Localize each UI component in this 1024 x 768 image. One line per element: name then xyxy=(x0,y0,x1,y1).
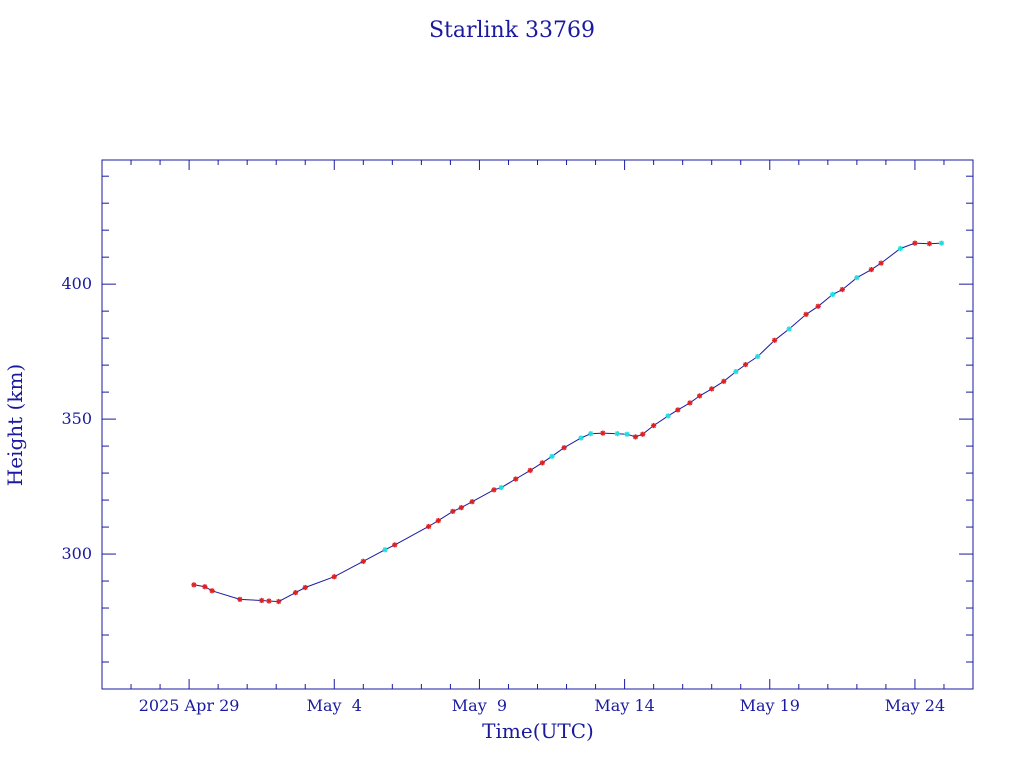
data-point-red xyxy=(697,393,703,399)
data-point-red xyxy=(202,584,208,590)
data-point-red xyxy=(266,598,272,604)
data-point-red xyxy=(675,407,681,413)
plot-frame xyxy=(101,159,974,690)
data-point-red xyxy=(426,523,432,530)
data-point-cyan xyxy=(624,431,630,437)
data-point-red xyxy=(561,445,567,451)
data-point-red xyxy=(539,460,545,466)
data-markers xyxy=(191,240,945,605)
data-point-red xyxy=(912,240,918,246)
y-axis-ticks xyxy=(102,175,973,663)
data-point-red xyxy=(721,378,727,384)
data-point-cyan xyxy=(578,435,584,441)
series-line xyxy=(193,242,942,603)
data-point-red xyxy=(450,508,456,515)
data-point-cyan xyxy=(938,240,945,246)
x-tick-label: May 24 xyxy=(885,696,945,715)
y-tick-label: 350 xyxy=(61,409,92,428)
data-point-red xyxy=(513,476,519,482)
x-tick-label: May 19 xyxy=(740,696,800,715)
data-point-cyan xyxy=(588,431,594,437)
y-axis-label: Height (km) xyxy=(3,364,27,486)
x-axis-tick-labels: 2025 Apr 29 May 4 May 9 May 14 May 19 May 24 xyxy=(139,696,945,715)
data-point-red xyxy=(469,499,475,505)
data-point-cyan xyxy=(854,275,860,281)
y-axis-tick-labels: 300 350 400 xyxy=(61,274,92,563)
data-point-red xyxy=(191,582,197,588)
x-axis-ticks xyxy=(101,160,974,689)
data-point-cyan xyxy=(733,369,739,375)
data-point-red xyxy=(632,434,639,440)
data-point-cyan xyxy=(498,485,504,491)
data-point-red xyxy=(360,558,366,564)
data-point-red xyxy=(651,422,657,429)
data-point-red xyxy=(392,542,398,548)
data-point-red xyxy=(742,361,749,368)
x-tick-label: May 4 xyxy=(307,696,362,715)
data-point-cyan xyxy=(549,453,555,459)
data-point-cyan xyxy=(614,431,620,437)
data-point-red xyxy=(331,574,337,580)
x-axis-label: Time(UTC) xyxy=(482,719,594,743)
data-point-red xyxy=(491,487,497,493)
x-tick-label: May 9 xyxy=(452,696,507,715)
data-point-red xyxy=(435,517,441,524)
data-point-red xyxy=(259,597,265,604)
y-tick-label: 300 xyxy=(61,544,92,563)
x-tick-label: May 14 xyxy=(594,696,654,715)
x-tick-label: 2025 Apr 29 xyxy=(139,696,240,715)
data-point-red xyxy=(926,241,933,247)
data-point-red xyxy=(878,260,884,266)
data-point-cyan xyxy=(382,547,388,553)
data-point-red xyxy=(302,584,308,591)
data-point-red xyxy=(839,286,845,293)
data-point-red xyxy=(772,337,778,343)
data-point-red xyxy=(209,588,215,594)
data-point-red xyxy=(687,400,693,406)
data-point-cyan xyxy=(665,413,671,419)
data-point-red xyxy=(237,596,243,602)
data-point-red xyxy=(292,590,299,596)
data-point-red xyxy=(815,303,821,309)
data-point-red xyxy=(640,431,646,437)
data-point-cyan xyxy=(755,353,761,360)
data-point-red xyxy=(709,386,715,392)
data-point-cyan xyxy=(830,291,836,298)
data-point-cyan xyxy=(897,245,904,252)
data-point-red xyxy=(458,505,464,511)
data-point-red xyxy=(276,598,282,605)
y-tick-label: 400 xyxy=(61,274,92,293)
data-point-red xyxy=(803,311,809,317)
data-point-red xyxy=(600,430,606,436)
data-point-cyan xyxy=(786,326,792,332)
chart-title: Starlink 33769 xyxy=(429,18,595,43)
data-point-red xyxy=(527,467,533,473)
data-point-red xyxy=(868,266,874,273)
